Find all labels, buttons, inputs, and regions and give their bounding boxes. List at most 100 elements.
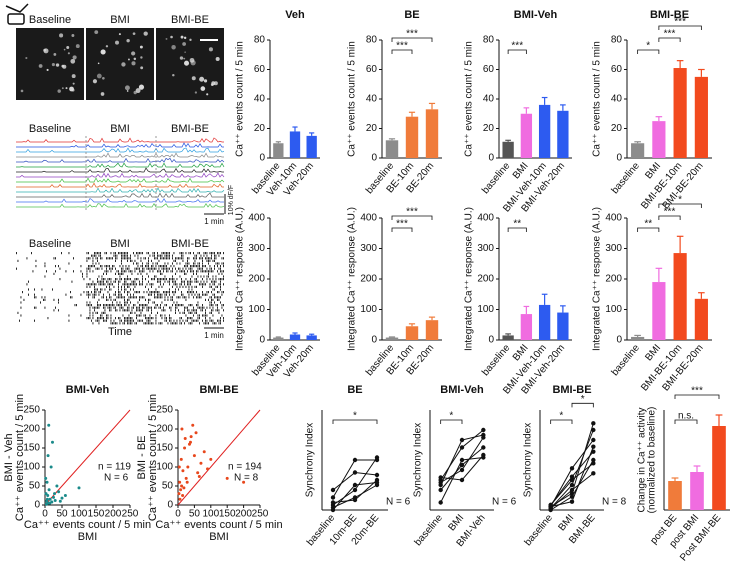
spike: [214, 280, 215, 283]
spike: [92, 283, 94, 286]
spike: [169, 278, 170, 281]
point: [199, 461, 203, 465]
spike: [191, 309, 193, 312]
spike: [100, 265, 101, 268]
spike: [122, 309, 124, 312]
spike: [221, 314, 223, 317]
point: [191, 423, 195, 427]
spike: [148, 257, 149, 260]
spike: [167, 280, 169, 283]
spike: [164, 314, 166, 317]
y-tick-label: 100: [23, 462, 40, 473]
identity-line: [177, 409, 261, 506]
spike: [110, 280, 112, 283]
spike: [115, 278, 116, 281]
cell: [70, 58, 76, 64]
spike: [200, 275, 202, 278]
bar: [631, 143, 645, 158]
spike: [119, 280, 121, 283]
spike: [149, 291, 151, 294]
spike: [118, 283, 119, 286]
spike: [100, 257, 101, 260]
spike: [128, 265, 130, 268]
y-tick-label: 0: [488, 335, 494, 346]
bar: [289, 131, 301, 158]
spike: [110, 314, 112, 317]
spike: [154, 275, 155, 278]
spike: [221, 293, 223, 296]
image-label: Baseline: [29, 14, 71, 26]
spike: [167, 270, 169, 273]
spike: [115, 280, 116, 283]
spike: [101, 280, 103, 283]
spike: [187, 259, 188, 262]
cell: [97, 62, 100, 65]
spike: [155, 265, 157, 268]
bar: [690, 472, 704, 510]
spike: [206, 267, 208, 270]
spike: [191, 270, 193, 273]
cell: [191, 76, 196, 81]
spike: [128, 317, 130, 320]
spike: [209, 304, 211, 307]
spike: [172, 278, 173, 281]
spike: [127, 278, 128, 281]
spike: [191, 322, 193, 325]
spike: [95, 311, 97, 314]
y-tick-label: 60: [483, 64, 495, 75]
spike: [182, 304, 184, 307]
spike: [86, 285, 88, 288]
spike: [112, 267, 113, 270]
significance-label: *: [353, 411, 357, 422]
spike: [137, 314, 139, 317]
spike: [134, 278, 136, 281]
spike: [127, 322, 128, 325]
spike: [182, 252, 184, 255]
raster-xlabel: Time: [108, 326, 132, 338]
spike: [88, 304, 89, 307]
spike: [158, 296, 160, 299]
spike: [214, 252, 215, 255]
spike: [185, 267, 187, 270]
spike: [157, 262, 158, 265]
spike: [148, 317, 149, 320]
y-axis-label: Synchrony Index: [523, 423, 534, 498]
spike: [196, 291, 197, 294]
significance-bracket: [637, 227, 660, 232]
spike: [127, 267, 128, 270]
spike: [164, 278, 166, 281]
spike: [130, 278, 131, 281]
spike: [131, 283, 133, 286]
spike: [98, 322, 100, 325]
spike: [218, 254, 220, 257]
cell: [124, 85, 130, 91]
bar: [538, 104, 551, 158]
spike: [116, 270, 118, 273]
spike: [103, 280, 104, 283]
spike: [106, 317, 107, 320]
spike: [167, 267, 169, 270]
cell: [206, 93, 209, 96]
point: [44, 492, 48, 496]
spike: [166, 319, 167, 322]
spike: [152, 301, 154, 304]
spike: [134, 280, 136, 283]
spike: [217, 319, 218, 322]
spike: [184, 265, 185, 268]
y-tick-label: 80: [483, 35, 495, 46]
spike: [196, 257, 197, 260]
spike: [217, 298, 218, 301]
spike: [125, 280, 127, 283]
point: [242, 480, 246, 484]
spike: [188, 293, 190, 296]
spike: [44, 275, 46, 278]
spike: [160, 280, 161, 283]
spike: [209, 306, 211, 309]
spike: [211, 309, 212, 312]
spike: [89, 309, 91, 312]
spike: [155, 319, 157, 322]
spike: [202, 270, 203, 273]
spike: [106, 296, 107, 299]
spike: [139, 291, 140, 294]
spike: [170, 322, 172, 325]
